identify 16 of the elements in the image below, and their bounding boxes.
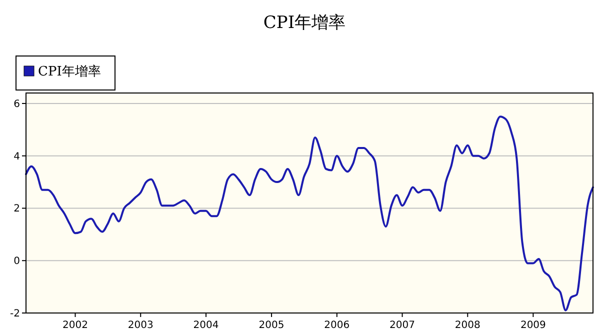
- y-tick-label: -2: [10, 308, 20, 320]
- line-series: [25, 116, 594, 312]
- legend-label: CPI年增率: [38, 64, 101, 80]
- x-tick-label: 2008: [454, 320, 480, 331]
- y-tick-label: 0: [14, 256, 20, 268]
- y-tick-label: 2: [14, 204, 20, 215]
- x-tick-label: 2005: [258, 320, 284, 331]
- x-tick-label: 2009: [520, 320, 546, 331]
- x-tick-label: 2007: [390, 320, 415, 331]
- y-tick-label: 6: [14, 98, 20, 110]
- x-tick-label: 2003: [128, 320, 154, 331]
- y-tick-label: 4: [14, 151, 20, 162]
- x-tick-label: 2006: [324, 320, 350, 331]
- x-tick-label: 2002: [62, 320, 88, 331]
- x-tick-label: 2004: [193, 320, 219, 331]
- chart-title: CPI年增率: [263, 13, 346, 33]
